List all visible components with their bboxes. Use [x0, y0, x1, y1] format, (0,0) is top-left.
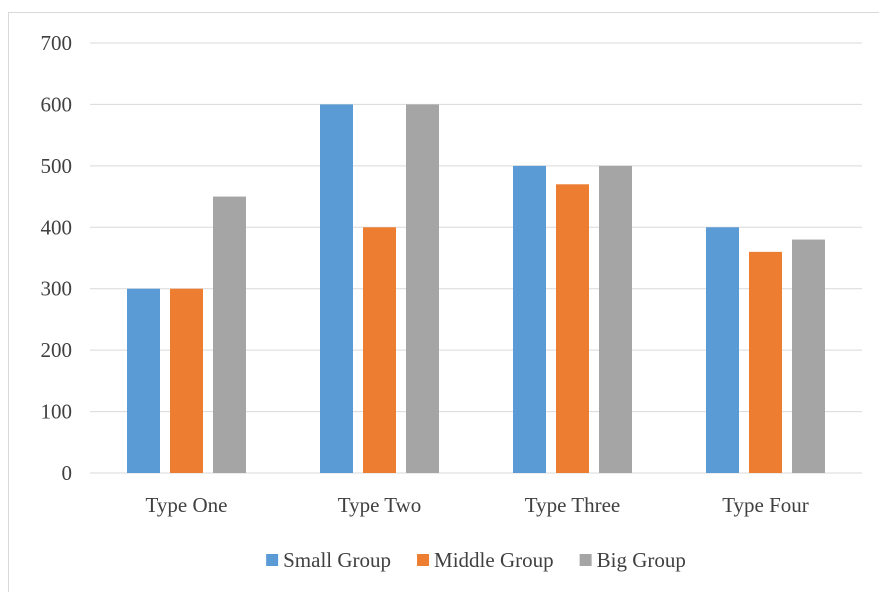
bar-middle-group-type-two	[363, 227, 396, 473]
bars	[127, 104, 825, 474]
legend-label: Small Group	[283, 548, 391, 572]
bar-big-group-type-three	[599, 165, 632, 473]
x-category-label: Type Three	[525, 493, 621, 517]
y-tick-label: 300	[41, 277, 73, 301]
y-tick-label: 500	[41, 154, 73, 178]
bar-small-group-type-two	[320, 104, 353, 473]
bar-small-group-type-one	[127, 288, 160, 473]
y-tick-label: 600	[41, 92, 73, 116]
x-category-label: Type One	[146, 493, 228, 517]
x-category-label: Type Four	[722, 493, 809, 517]
chart-frame	[8, 12, 879, 592]
y-tick-label: 0	[62, 461, 73, 485]
legend-item-big-group: Big Group	[579, 548, 686, 572]
legend-item-middle-group: Middle Group	[417, 548, 554, 572]
bar-big-group-type-four	[792, 239, 825, 473]
legend-label: Big Group	[597, 548, 686, 572]
y-tick-label: 100	[41, 400, 73, 424]
bar-middle-group-type-four	[749, 251, 782, 473]
bar-big-group-type-one	[213, 196, 246, 474]
legend: Small Group Middle Group Big Group	[266, 548, 686, 572]
legend-swatch	[579, 554, 592, 566]
y-tick-label: 400	[41, 215, 73, 239]
x-category-label: Type Two	[338, 493, 422, 517]
bar-middle-group-type-one	[170, 288, 203, 473]
gridlines	[90, 42, 862, 474]
bar-middle-group-type-three	[556, 184, 589, 474]
y-tick-label: 700	[41, 31, 73, 55]
y-axis-tick-labels: 0 100 200 300 400 500 600 700	[41, 31, 73, 485]
legend-label: Middle Group	[434, 548, 554, 572]
legend-swatch	[417, 554, 430, 566]
legend-swatch	[266, 554, 279, 566]
bar-small-group-type-three	[513, 165, 546, 473]
bar-small-group-type-four	[706, 227, 739, 473]
bar-big-group-type-two	[406, 104, 439, 473]
legend-item-small-group: Small Group	[266, 548, 391, 572]
y-tick-label: 200	[41, 338, 73, 362]
x-axis-category-labels: Type One Type Two Type Three Type Four	[146, 493, 809, 517]
